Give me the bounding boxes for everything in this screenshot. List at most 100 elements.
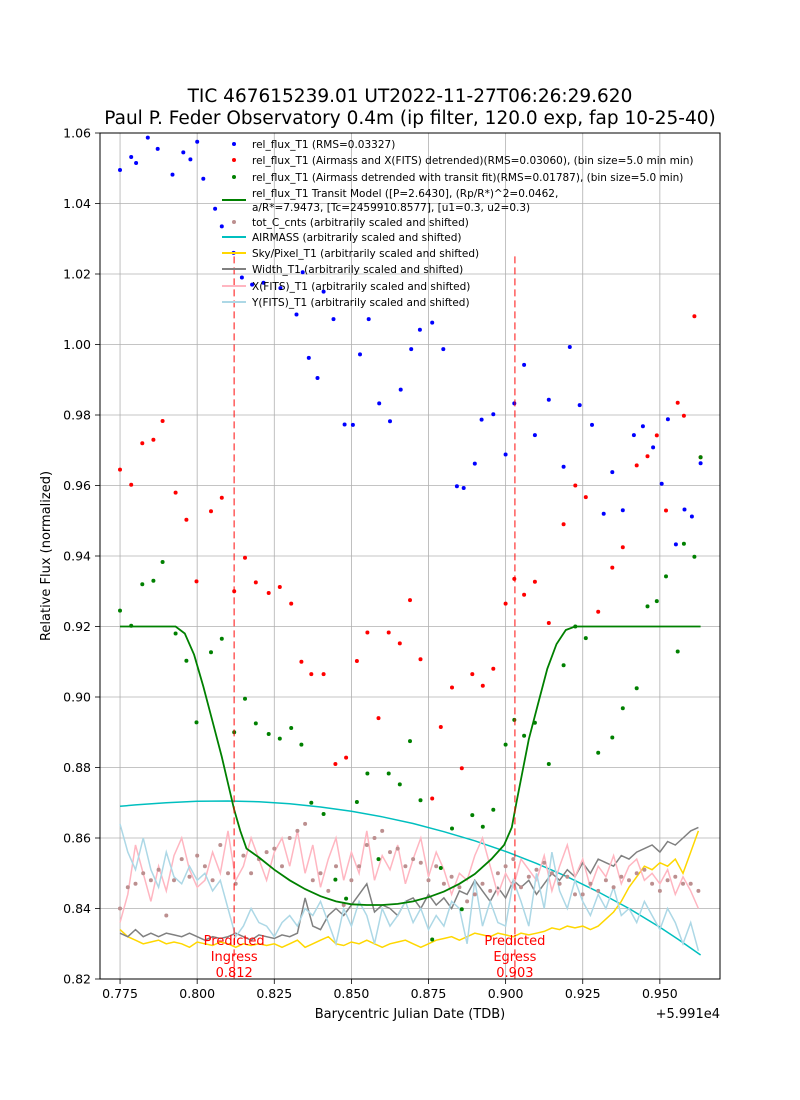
legend-label: rel_flux_T1 (Airmass and X(FITS) detrend… xyxy=(252,155,694,167)
data-point xyxy=(318,871,323,876)
data-point xyxy=(619,874,624,879)
data-point xyxy=(226,871,230,876)
data-point xyxy=(118,906,122,911)
data-point xyxy=(365,771,370,776)
data-point xyxy=(388,419,392,424)
data-point xyxy=(366,317,371,322)
data-point xyxy=(449,874,454,879)
annotation-text: Predicted xyxy=(484,934,545,949)
data-point xyxy=(129,482,134,487)
data-point xyxy=(376,716,381,721)
data-point xyxy=(342,422,347,427)
series-layer xyxy=(118,135,703,956)
series-9 xyxy=(119,823,700,951)
data-point xyxy=(160,560,165,564)
data-point xyxy=(315,376,320,380)
data-point xyxy=(610,735,615,740)
data-point xyxy=(665,878,670,883)
data-point xyxy=(209,509,213,514)
data-point xyxy=(488,888,493,893)
series-5 xyxy=(119,800,702,956)
data-point xyxy=(386,771,391,776)
data-point xyxy=(511,857,516,862)
data-point xyxy=(253,721,258,726)
legend-label-line2: a/R*=7.9473, [Tc=2459910.8577], [u1=0.3,… xyxy=(252,202,530,214)
data-point xyxy=(546,397,551,402)
data-point xyxy=(219,495,224,500)
y-tick-label: 0.84 xyxy=(63,901,91,916)
data-point xyxy=(675,649,680,654)
data-point xyxy=(277,736,282,741)
data-point xyxy=(118,467,122,472)
data-point xyxy=(333,762,338,766)
series-1 xyxy=(118,314,703,801)
annotation-text: Egress xyxy=(493,950,536,965)
data-point xyxy=(289,601,294,606)
data-point xyxy=(241,853,246,858)
data-point xyxy=(434,864,439,869)
legend-entry: rel_flux_T1 (Airmass and X(FITS) detrend… xyxy=(232,155,694,167)
data-point xyxy=(209,650,213,655)
data-point xyxy=(179,857,184,862)
data-point xyxy=(418,798,423,803)
data-point xyxy=(188,157,193,162)
data-point xyxy=(417,327,422,332)
data-point xyxy=(195,853,200,858)
data-point xyxy=(534,867,539,872)
data-point xyxy=(294,312,299,317)
legend-label: AIRMASS (arbitrarily scaled and shifted) xyxy=(252,232,462,244)
data-point xyxy=(549,871,554,876)
y-tick-label: 0.82 xyxy=(63,972,91,987)
x-tick-label: 0.875 xyxy=(411,986,447,1001)
series-line xyxy=(119,826,699,942)
data-point xyxy=(398,387,403,392)
data-point xyxy=(173,490,178,495)
legend-entry: rel_flux_T1 (Airmass detrended with tran… xyxy=(232,172,683,184)
data-point xyxy=(480,683,485,688)
data-point xyxy=(141,871,146,876)
series-line xyxy=(119,800,702,956)
legend-entry: tot_C_cnts (arbitrarily scaled and shift… xyxy=(232,217,469,229)
data-point xyxy=(250,282,255,287)
x-tick-label: 0.925 xyxy=(565,986,601,1001)
data-point xyxy=(151,437,156,442)
legend-entry: Sky/Pixel_T1 (arbitrarily scaled and shi… xyxy=(222,248,479,260)
data-point xyxy=(219,636,224,641)
data-point xyxy=(546,621,551,625)
data-point xyxy=(249,871,254,876)
data-point xyxy=(184,658,189,663)
data-point xyxy=(634,686,639,691)
data-point xyxy=(532,579,537,584)
data-point xyxy=(280,864,284,869)
data-point xyxy=(657,888,662,893)
data-point xyxy=(454,484,459,489)
data-point xyxy=(692,314,697,319)
data-point xyxy=(561,464,566,469)
data-point xyxy=(321,812,326,816)
data-point xyxy=(465,899,470,904)
data-point xyxy=(596,750,601,755)
data-point xyxy=(664,508,668,513)
legend-entry: AIRMASS (arbitrarily scaled and shifted) xyxy=(222,232,462,244)
x-tick-label: 0.850 xyxy=(333,986,369,1001)
legend-label: Y(FITS)_T1 (arbitrarily scaled and shift… xyxy=(251,297,470,309)
data-point xyxy=(470,672,475,677)
data-point xyxy=(450,685,454,690)
data-point xyxy=(491,807,496,812)
annotation-text: 0.903 xyxy=(496,966,533,981)
data-point xyxy=(480,824,485,829)
data-point xyxy=(272,846,277,851)
data-point xyxy=(243,696,247,701)
data-point xyxy=(519,885,523,890)
data-point xyxy=(195,139,200,144)
y-tick-label: 0.96 xyxy=(63,478,91,493)
data-point xyxy=(526,874,531,879)
data-point xyxy=(620,508,625,513)
data-point xyxy=(601,511,606,516)
data-point xyxy=(664,574,668,579)
data-point xyxy=(681,881,685,886)
legend: rel_flux_T1 (RMS=0.03327) rel_flux_T1 (Ai… xyxy=(222,139,694,309)
data-point xyxy=(472,892,477,897)
data-point xyxy=(287,836,292,840)
